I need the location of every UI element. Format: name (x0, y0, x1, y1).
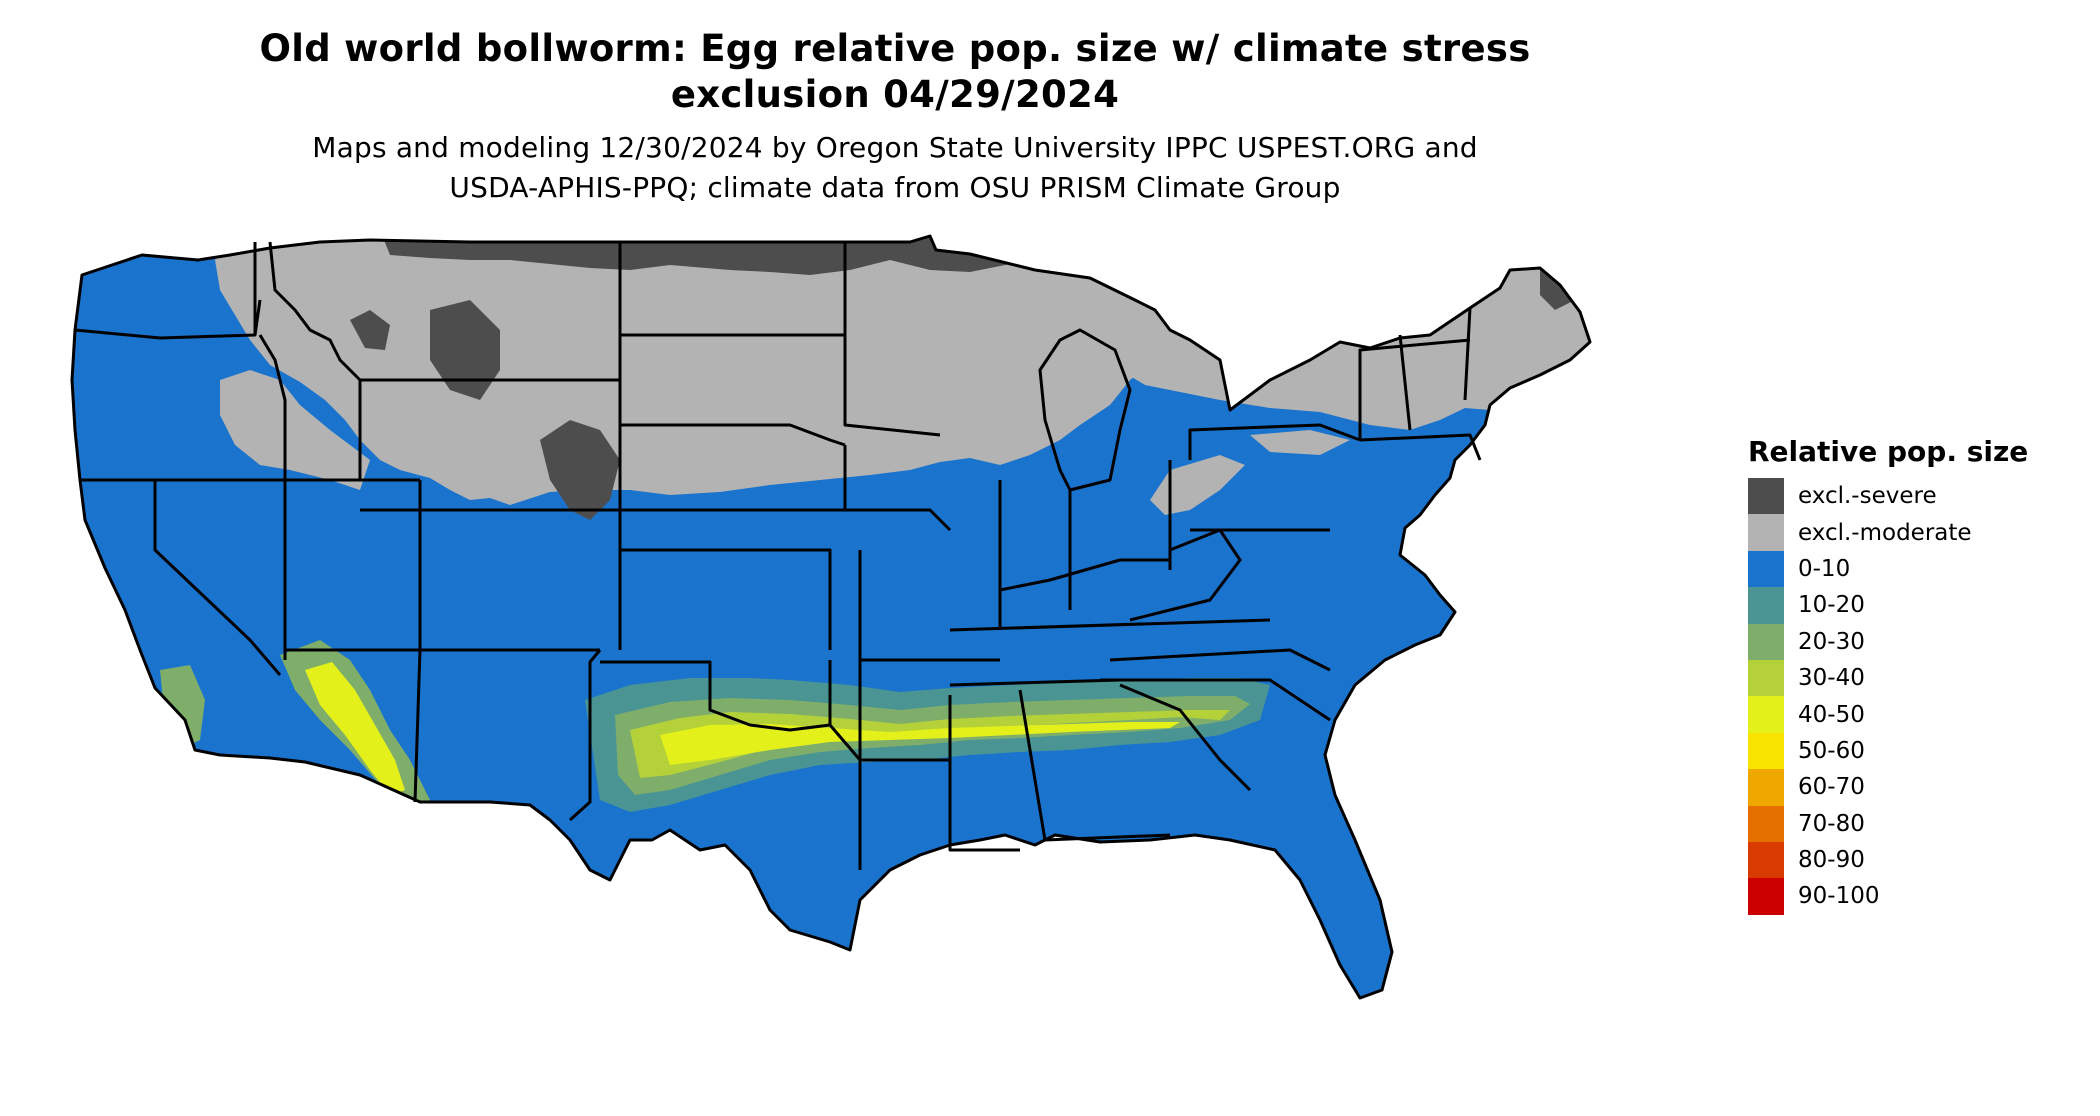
border-ga-sc (1119, 683, 1252, 792)
legend-label: 10-20 (1798, 592, 1865, 619)
legend-item: 90-100 (1748, 878, 2088, 915)
border-mn-wi (843, 242, 941, 437)
legend: Relative pop. size excl.-severe excl.-mod… (1748, 434, 2088, 915)
zone-40-50-south-texas (682, 935, 720, 985)
legend-swatch (1748, 478, 1784, 515)
zone-excl-moderate-appalachia (1150, 455, 1245, 515)
legend-items: excl.-severe excl.-moderate 0-10 10-20 20-30… (1748, 478, 2088, 915)
zone-excl-severe-colorado (540, 420, 620, 520)
us-map (70, 230, 1720, 1110)
legend-swatch (1748, 623, 1784, 660)
border-az-nm (413, 649, 422, 803)
legend-label: excl.-severe (1798, 483, 1937, 510)
legend-item: 60-70 (1748, 769, 2088, 806)
legend-swatch (1748, 696, 1784, 733)
legend-swatch (1748, 732, 1784, 770)
border-nc-sc (1100, 678, 1331, 722)
border-ks-ok (620, 548, 832, 650)
legend-swatch (1748, 769, 1784, 806)
border-nm-tx (568, 649, 602, 822)
zone-20-30-florida (1275, 920, 1315, 995)
border-id-mt (268, 241, 362, 382)
border-ms-al (948, 695, 1020, 852)
border-tn-ky (949, 618, 1271, 632)
legend-item: 80-90 (1748, 841, 2088, 879)
legend-item: excl.-moderate (1748, 514, 2088, 551)
zone-20-30-rio-grande (490, 805, 550, 880)
legend-item: 30-40 (1748, 659, 2088, 697)
border-or-id (258, 334, 287, 480)
border-tn-south (949, 678, 1121, 687)
legend-item: 40-50 (1748, 696, 2088, 733)
border-la-tx (828, 724, 862, 870)
legend-label: 60-70 (1798, 774, 1865, 801)
border-wa-or (74, 299, 262, 340)
legend-swatch (1748, 659, 1784, 697)
zone-20-30-south-texas (670, 920, 730, 998)
border-nh-me (1463, 307, 1472, 401)
map-title-line-2: exclusion 04/29/2024 (670, 73, 1120, 116)
legend-label: 20-30 (1798, 628, 1865, 655)
border-va-nc (1109, 648, 1331, 672)
legend-label: 0-10 (1798, 555, 1851, 582)
suitability-layer (72, 236, 1590, 998)
legend-swatch (1748, 841, 1784, 879)
legend-item: 50-60 (1748, 732, 2088, 770)
zone-excl-moderate-ohio (1250, 430, 1350, 455)
legend-swatch (1748, 550, 1784, 588)
zone-excl-moderate-great-basin (220, 370, 370, 490)
zone-excl-severe-rockies (430, 300, 500, 400)
legend-item: 20-30 (1748, 623, 2088, 660)
border-nv-ca (153, 480, 282, 676)
border-mi-lower (1038, 328, 1132, 492)
legend-swatch (1748, 878, 1784, 915)
zone-40-50-desert-southwest (305, 662, 405, 795)
map-subtitle-line-1: Maps and modeling 12/30/2024 by Oregon S… (312, 131, 1478, 164)
legend-label: 80-90 (1798, 847, 1865, 874)
legend-item: 70-80 (1748, 805, 2088, 842)
zone-40-50-florida (1283, 935, 1308, 982)
zone-40-50-rio-grande (500, 815, 540, 870)
us-map-svg (70, 234, 1592, 1000)
border-ky-oh (999, 558, 1170, 592)
map-subtitle: Maps and modeling 12/30/2024 by Oregon S… (200, 128, 1590, 208)
legend-title: Relative pop. size (1748, 435, 2029, 468)
border-ma-ct-ri (1359, 433, 1482, 461)
state-borders (70, 234, 1592, 1000)
border-ia-mo (843, 445, 952, 532)
legend-item: 10-20 (1748, 587, 2088, 624)
zone-40-50-southern-belt (660, 722, 1180, 765)
legend-label: excl.-moderate (1798, 519, 1972, 546)
legend-swatch (1748, 587, 1784, 624)
legend-item: excl.-severe (1748, 478, 2088, 515)
border-pa-ny (1188, 423, 1361, 460)
legend-label: 30-40 (1798, 665, 1865, 692)
map-title-line-1: Old world bollworm: Egg relative pop. si… (259, 27, 1531, 70)
border-al-ga (1018, 689, 1047, 841)
legend-label: 70-80 (1798, 810, 1865, 837)
map-subtitle-line-2: USDA-APHIS-PPQ; climate data from OSU PR… (449, 171, 1341, 204)
border-sd-ne (620, 423, 846, 447)
border-wy-co (358, 378, 622, 512)
border-ga-fl (1044, 833, 1171, 842)
legend-swatch (1748, 805, 1784, 842)
legend-label: 50-60 (1798, 737, 1865, 764)
border-ny-new-england (1358, 338, 1471, 440)
zone-excl-severe-idaho (350, 310, 390, 350)
legend-swatch (1748, 514, 1784, 551)
border-vt-nh (1398, 334, 1412, 431)
border-wv-va (1129, 528, 1242, 622)
legend-label: 40-50 (1798, 701, 1865, 728)
legend-item: 0-10 (1748, 550, 2088, 588)
legend-label: 90-100 (1798, 883, 1880, 910)
map-title: Old world bollworm: Egg relative pop. si… (200, 26, 1590, 118)
